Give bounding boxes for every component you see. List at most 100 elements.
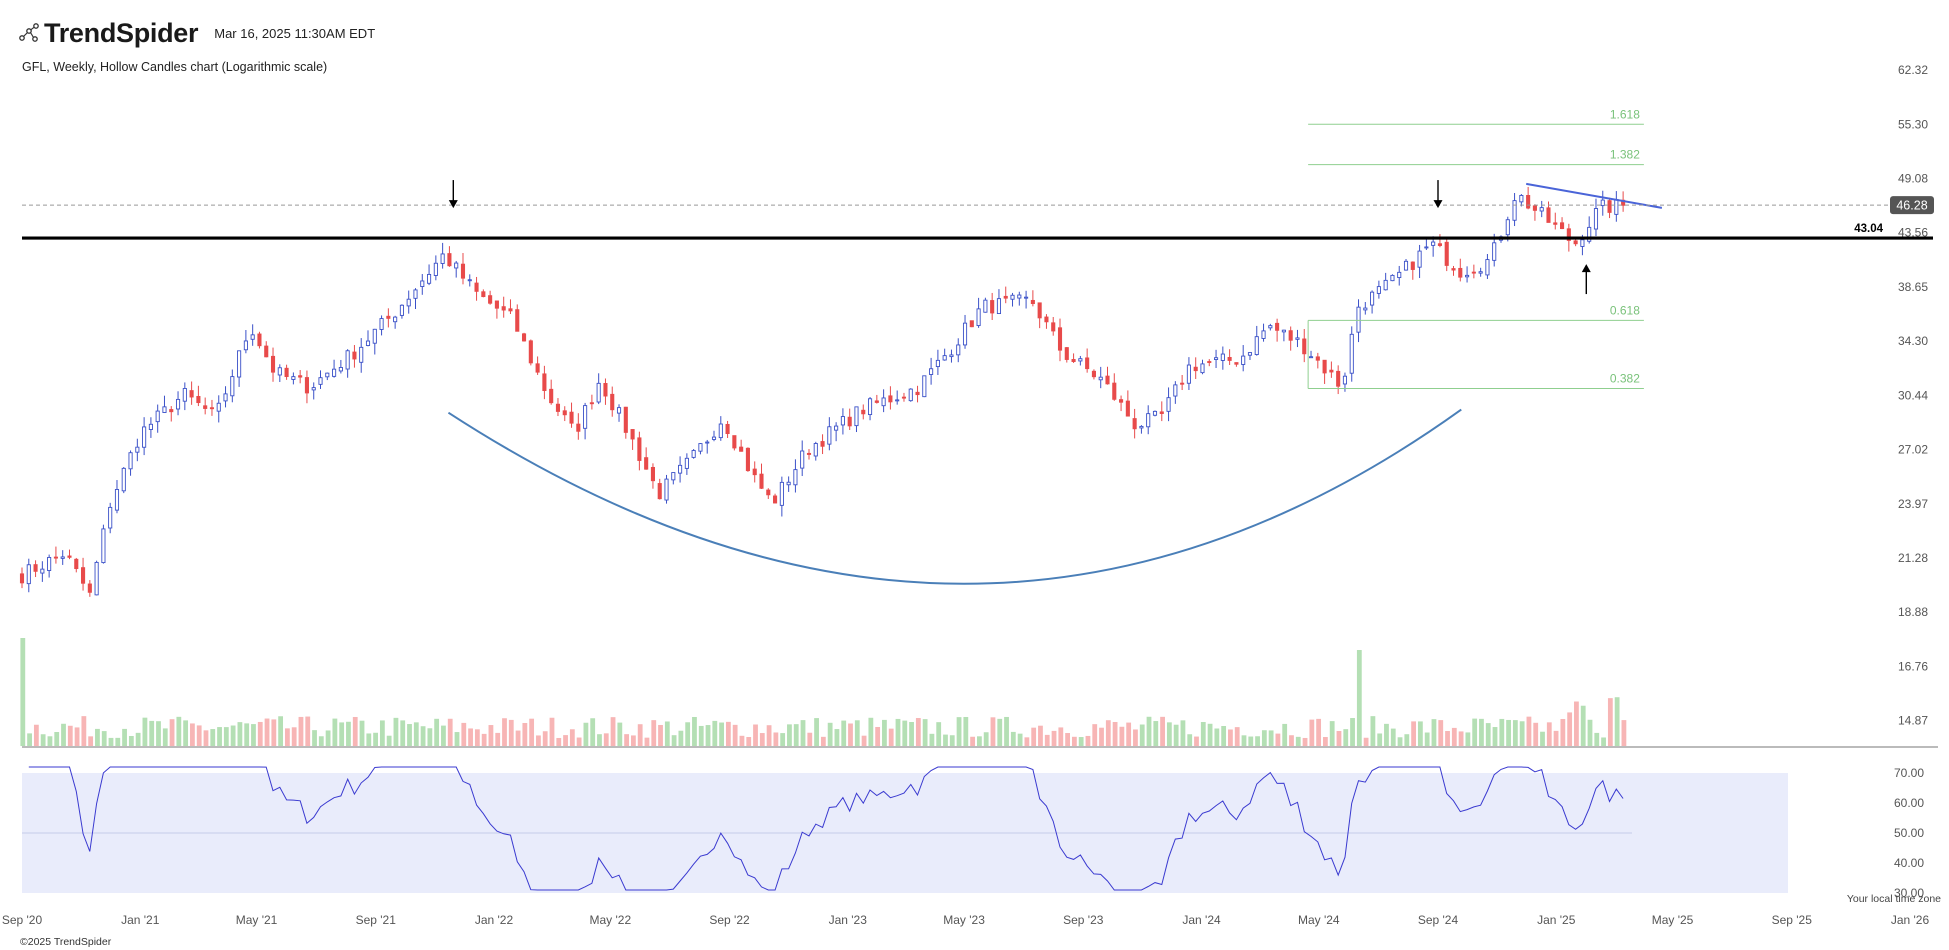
volume-bar	[617, 722, 623, 746]
volume-bar	[1512, 720, 1518, 746]
volume-bar	[495, 732, 501, 746]
trendline[interactable]	[1526, 182, 1663, 209]
candle-body	[569, 411, 574, 424]
candle-body	[162, 406, 167, 413]
candle-body	[243, 340, 248, 351]
volume-bar	[603, 733, 609, 746]
volume-bar	[997, 718, 1003, 746]
volume-bar	[1282, 723, 1288, 746]
volume-bar	[1519, 721, 1525, 746]
volume-bar	[1302, 737, 1308, 746]
candle-body	[182, 388, 187, 402]
candle-body	[759, 473, 764, 489]
candle-body	[1302, 338, 1307, 355]
volume-bar	[1119, 726, 1125, 746]
candle-body	[19, 573, 25, 584]
candle-body	[1152, 410, 1158, 416]
volume-bar	[1384, 723, 1389, 746]
volume-bar	[820, 736, 826, 746]
candle-body	[1485, 259, 1490, 276]
candle-body	[1600, 199, 1605, 207]
fib-level-label: 1.382	[1610, 148, 1640, 162]
volume-bar	[1038, 725, 1043, 746]
volume-bar	[1587, 719, 1593, 746]
price-tick-label: 55.30	[1898, 117, 1928, 131]
volume-bar	[949, 735, 955, 746]
volume-bar	[1546, 722, 1552, 746]
candle-body	[1247, 352, 1253, 356]
brand-logo[interactable]: TrendSpider	[18, 18, 199, 49]
candle-body	[406, 298, 411, 307]
candle-body	[1268, 325, 1273, 329]
volume-bar	[719, 722, 724, 746]
volume-bar	[1479, 718, 1484, 746]
volume-bar	[54, 732, 60, 746]
volume-bar	[1173, 724, 1179, 746]
candle-body	[420, 280, 425, 287]
rsi-tick-label: 70.00	[1894, 766, 1924, 780]
candle-body	[1505, 219, 1510, 236]
volume-bar	[27, 733, 32, 746]
volume-bar	[257, 721, 263, 746]
candle-body	[1254, 336, 1259, 355]
date-tick-label: Jan '24	[1182, 913, 1221, 927]
volume-bar	[1424, 732, 1430, 746]
volume-bar	[983, 732, 989, 746]
candle-body	[1336, 370, 1341, 387]
candle-body	[454, 262, 459, 269]
volume-bar	[1234, 727, 1240, 746]
volume-bar	[1594, 732, 1600, 746]
candle-body	[501, 306, 506, 311]
volume-bar	[142, 717, 148, 746]
candle-body	[81, 567, 86, 584]
volume-bar	[692, 716, 697, 746]
volume-bar	[868, 717, 874, 746]
down-arrow-icon	[448, 200, 458, 209]
volume-bar	[74, 727, 80, 746]
price-tick-label: 30.44	[1898, 388, 1928, 402]
candle-body	[101, 528, 106, 564]
volume-bar	[1214, 728, 1220, 746]
price-tick-label: 49.08	[1898, 171, 1928, 185]
candle-body	[494, 300, 499, 309]
volume-bar	[759, 733, 765, 746]
volume-bar	[895, 718, 901, 746]
volume-bar	[1112, 721, 1118, 746]
candle-body	[1159, 411, 1164, 414]
volume-bar	[1024, 737, 1030, 746]
volume-bar	[529, 718, 535, 746]
volume-bar	[122, 728, 127, 746]
volume-bar	[1316, 718, 1322, 746]
volume-bar	[1458, 731, 1464, 746]
volume-bar	[339, 722, 345, 746]
down-arrow-icon	[1433, 200, 1443, 209]
volume-bar	[298, 716, 304, 746]
volume-bar	[1580, 705, 1586, 746]
volume-bar	[508, 719, 514, 746]
volume-bar	[536, 735, 541, 746]
volume-bar	[176, 716, 182, 746]
candle-body	[1227, 357, 1232, 361]
candle-body	[257, 333, 262, 347]
volume-bar	[230, 725, 236, 746]
candle-body	[698, 443, 703, 452]
volume-bar	[1601, 737, 1606, 746]
candle-body	[664, 478, 669, 501]
candle-body	[739, 446, 744, 452]
volume-bar	[210, 729, 216, 746]
candle-body	[603, 383, 608, 397]
volume-bar	[434, 718, 440, 746]
candle-body	[135, 446, 140, 453]
candle-body	[359, 346, 364, 363]
candle-body	[1180, 382, 1185, 385]
timezone-note[interactable]: Your local time zone	[1846, 893, 1941, 905]
candle-body	[854, 406, 859, 427]
last-price-badge	[1890, 196, 1934, 215]
volume-bar	[1017, 733, 1023, 746]
volume-bar	[963, 716, 969, 746]
volume-bar	[1105, 720, 1111, 746]
price-tick-label: 34.30	[1898, 334, 1928, 348]
volume-bar	[1261, 730, 1267, 746]
candle-body	[203, 405, 208, 409]
